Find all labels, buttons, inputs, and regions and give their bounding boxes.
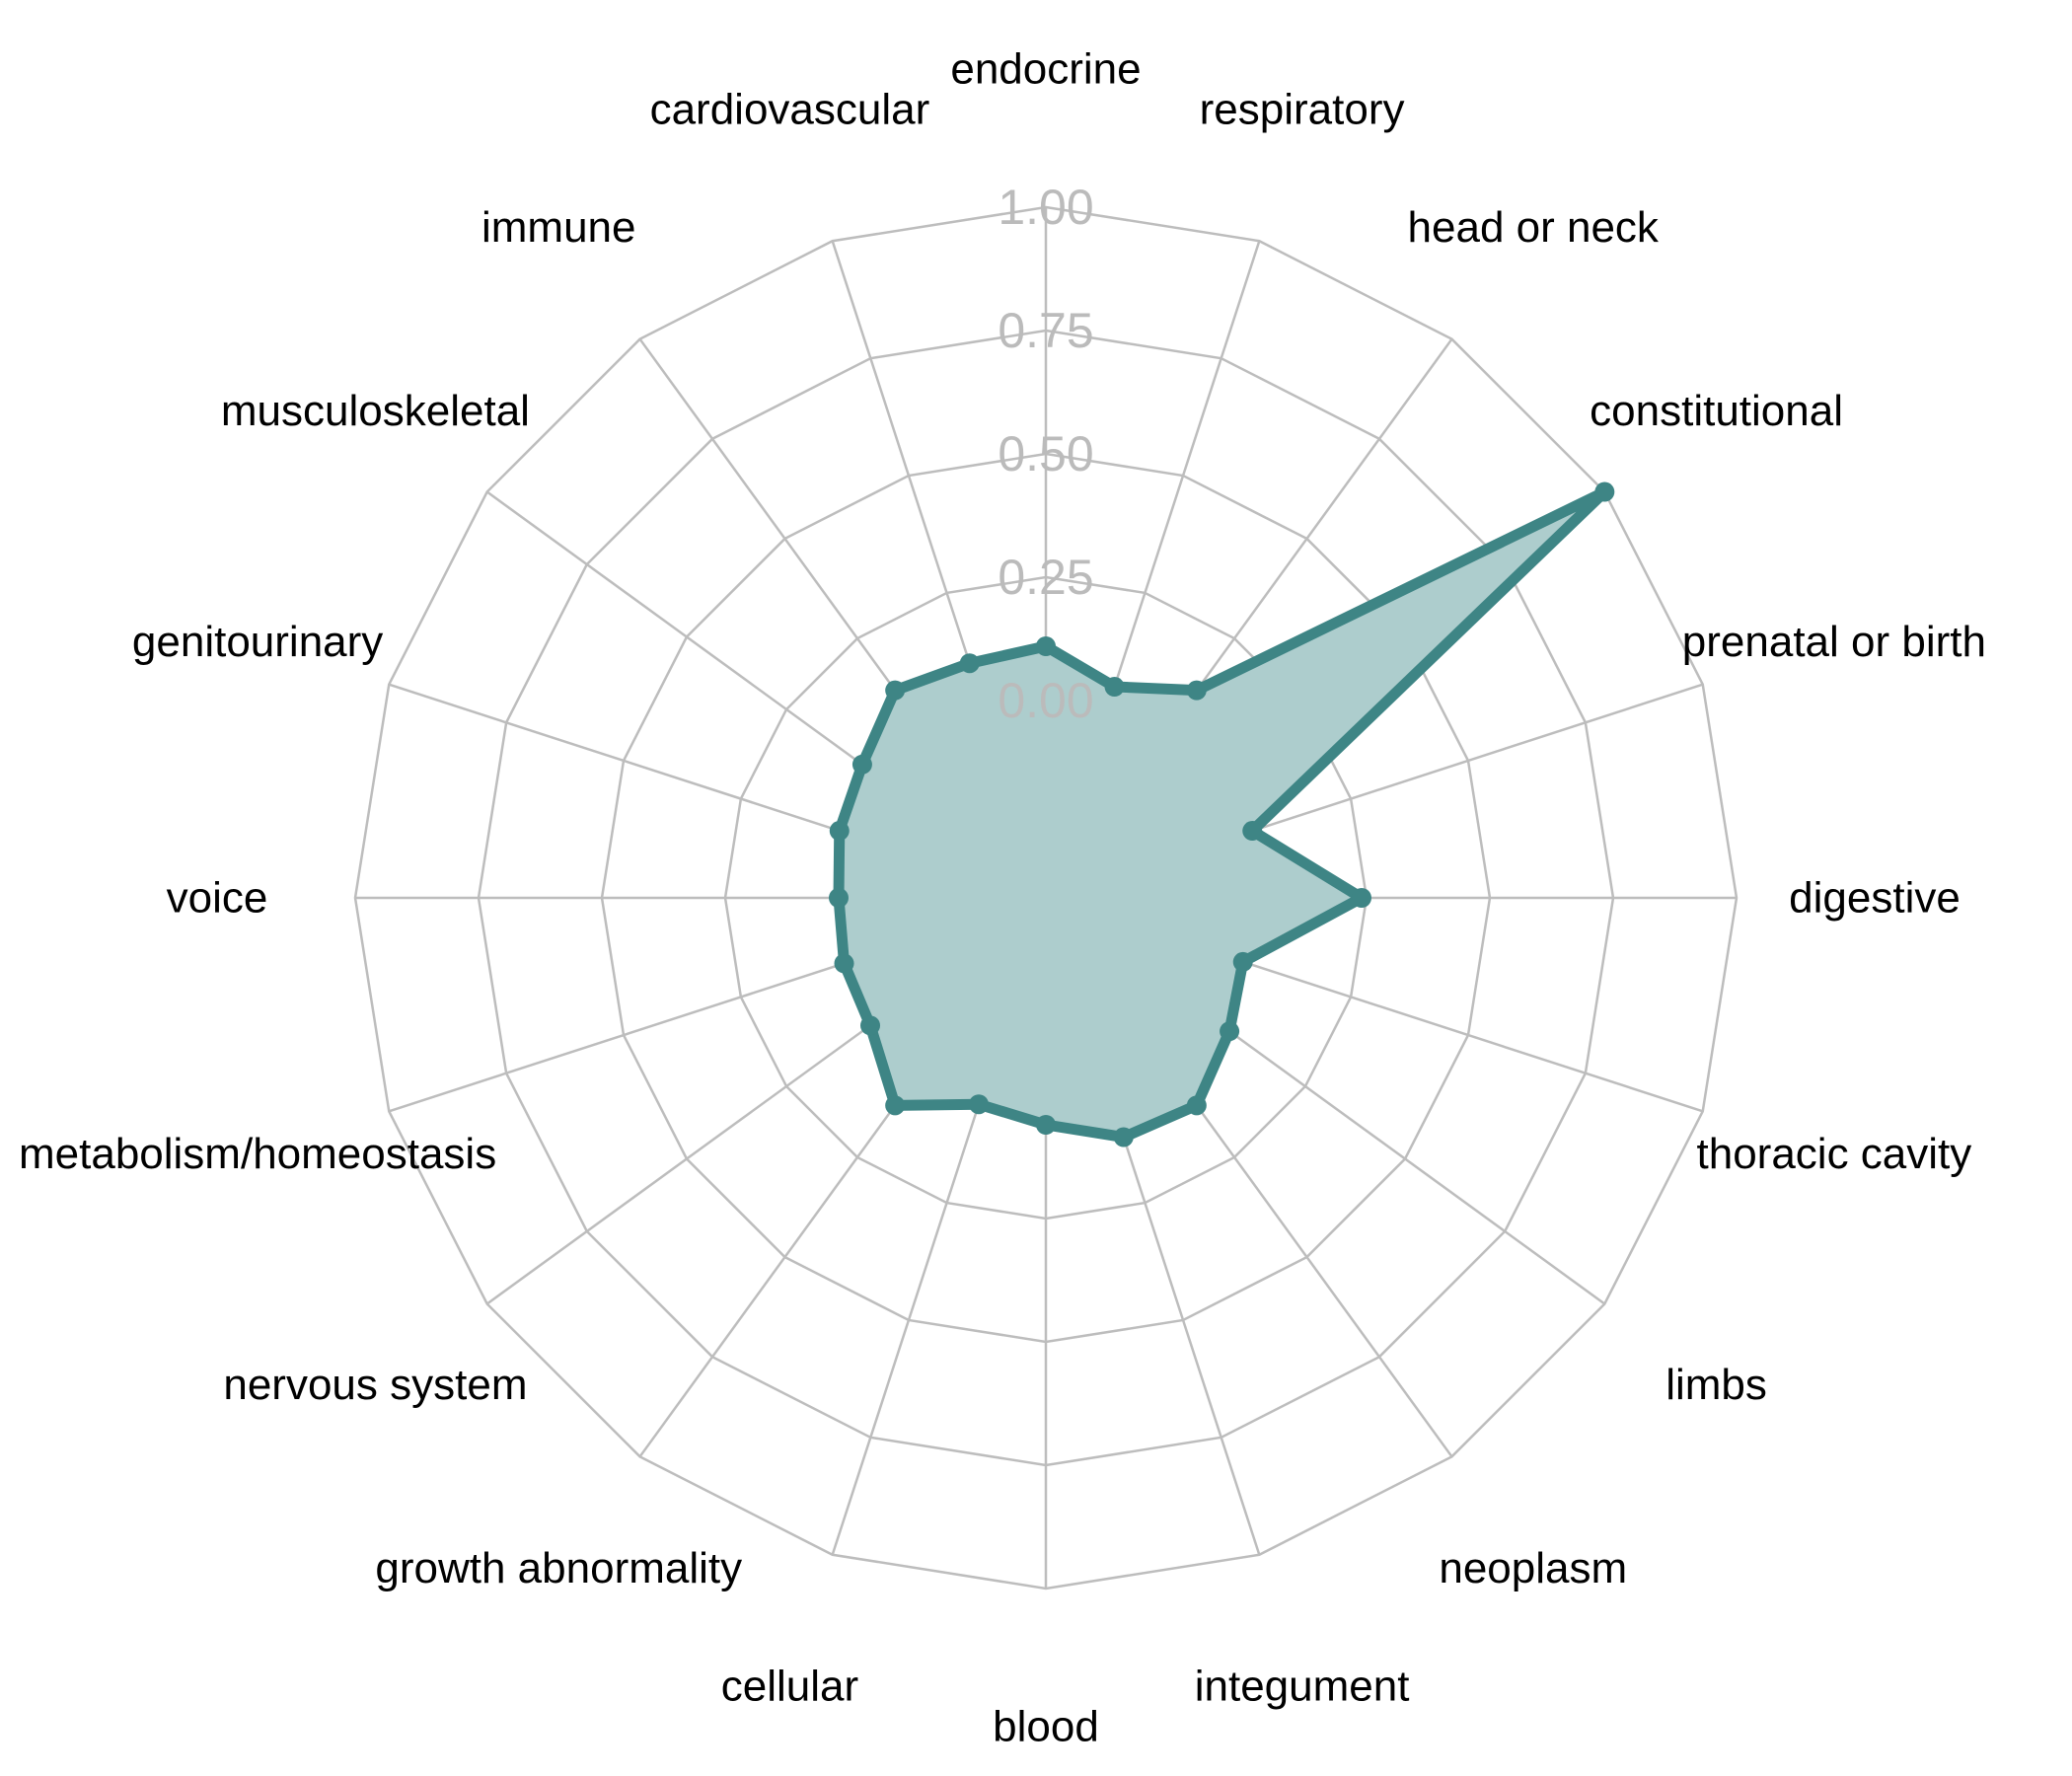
data-point-digestive [1352, 888, 1371, 908]
r-tick-label: 1.00 [998, 180, 1093, 235]
r-tick-label: 0.00 [998, 673, 1093, 728]
data-point-growth-abnormality [885, 1095, 906, 1116]
category-label-musculoskeletal: musculoskeletal [221, 387, 530, 435]
category-label-prenatal-or-birth: prenatal or birth [1682, 618, 1986, 666]
category-label-thoracic-cavity: thoracic cavity [1697, 1130, 1972, 1178]
data-point-constitutional [1594, 481, 1615, 502]
category-label-nervous-system: nervous system [223, 1361, 527, 1409]
category-label-respiratory: respiratory [1200, 86, 1405, 134]
data-point-head-or-neck [1186, 680, 1207, 701]
r-tick-label: 0.75 [998, 303, 1093, 358]
data-point-limbs [1220, 1021, 1240, 1042]
category-label-voice: voice [167, 874, 268, 923]
data-point-respiratory [1104, 677, 1125, 698]
category-label-limbs: limbs [1665, 1361, 1767, 1409]
data-point-cardiovascular [959, 653, 980, 674]
r-tick-label: 0.25 [998, 550, 1093, 605]
data-point-endocrine [1036, 636, 1056, 656]
radial-tick-labels: 0.00 0.25 0.50 0.75 1.00 [998, 180, 1093, 728]
category-label-digestive: digestive [1789, 874, 1961, 923]
r-tick-label: 0.50 [998, 426, 1093, 481]
category-label-blood: blood [993, 1703, 1099, 1751]
category-label-integument: integument [1195, 1662, 1410, 1710]
data-point-immune [885, 680, 906, 701]
data-point-integument [1113, 1127, 1134, 1147]
data-point-neoplasm [1186, 1095, 1207, 1116]
data-point-cellular [969, 1094, 990, 1115]
category-label-neoplasm: neoplasm [1439, 1544, 1627, 1592]
data-point-voice [829, 888, 849, 908]
data-point-prenatal-or-birth [1242, 821, 1263, 842]
data-point-genitourinary [829, 821, 850, 842]
category-label-immune: immune [481, 203, 636, 252]
data-point-nervous-system [860, 1015, 881, 1036]
data-point-thoracic-cavity [1232, 951, 1253, 972]
category-label-genitourinary: genitourinary [132, 618, 383, 666]
data-point-musculoskeletal [851, 754, 872, 775]
category-labels: endocrine respiratory head or neck constitu… [19, 45, 1986, 1751]
category-label-metabolism-homeostasis: metabolism/homeostasis [19, 1130, 496, 1178]
category-label-head-or-neck: head or neck [1408, 203, 1660, 252]
category-label-cellular: cellular [721, 1662, 858, 1710]
series-area [833, 486, 1610, 1144]
radar-series [829, 481, 1615, 1147]
category-label-endocrine: endocrine [950, 45, 1141, 94]
category-label-constitutional: constitutional [1590, 387, 1843, 435]
data-point-metabolism-homeostasis [834, 953, 854, 974]
category-label-growth-abnormality: growth abnormality [375, 1544, 742, 1592]
category-label-cardiovascular: cardiovascular [650, 86, 930, 134]
data-point-blood [1036, 1115, 1056, 1135]
